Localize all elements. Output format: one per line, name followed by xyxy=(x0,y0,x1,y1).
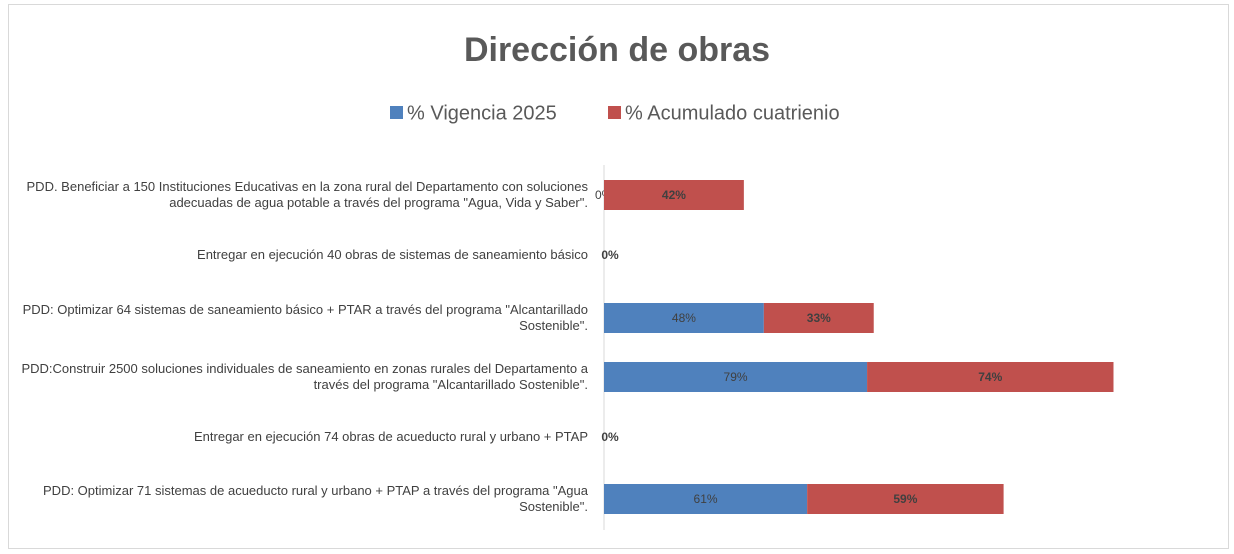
data-label: 48% xyxy=(672,311,696,325)
bar-segment xyxy=(604,362,868,392)
legend-swatch xyxy=(390,106,403,119)
bar-segment xyxy=(867,362,1114,392)
legend-label: % Vigencia 2025 xyxy=(407,102,557,124)
bar-segment xyxy=(604,484,808,514)
data-label: 0% xyxy=(601,430,619,444)
data-label: 74% xyxy=(978,370,1002,384)
data-label: 59% xyxy=(893,492,917,506)
category-label: PDD:Construir 2500 soluciones individual… xyxy=(21,361,588,392)
data-label: 0% xyxy=(601,248,619,262)
bar-segment xyxy=(604,303,764,333)
category-label: PDD: Optimizar 71 sistemas de acueducto … xyxy=(43,483,588,514)
data-label: 33% xyxy=(807,311,831,325)
data-label: 61% xyxy=(694,492,718,506)
data-label: 79% xyxy=(724,370,748,384)
category-label: PDD: Optimizar 64 sistemas de saneamient… xyxy=(22,302,588,333)
legend-swatch xyxy=(608,106,621,119)
category-label: Entregar en ejecución 74 obras de acuedu… xyxy=(194,429,588,444)
chart-frame xyxy=(8,4,1229,549)
chart-title: Dirección de obras xyxy=(464,31,770,69)
bar-segment xyxy=(807,484,1004,514)
data-label: 42% xyxy=(662,188,686,202)
category-label: PDD. Beneficiar a 150 Instituciones Educ… xyxy=(26,179,588,210)
category-label: Entregar en ejecución 40 obras de sistem… xyxy=(197,247,588,262)
bar-segment xyxy=(604,180,744,210)
bar-segment xyxy=(763,303,874,333)
legend-label: % Acumulado cuatrienio xyxy=(625,102,840,124)
